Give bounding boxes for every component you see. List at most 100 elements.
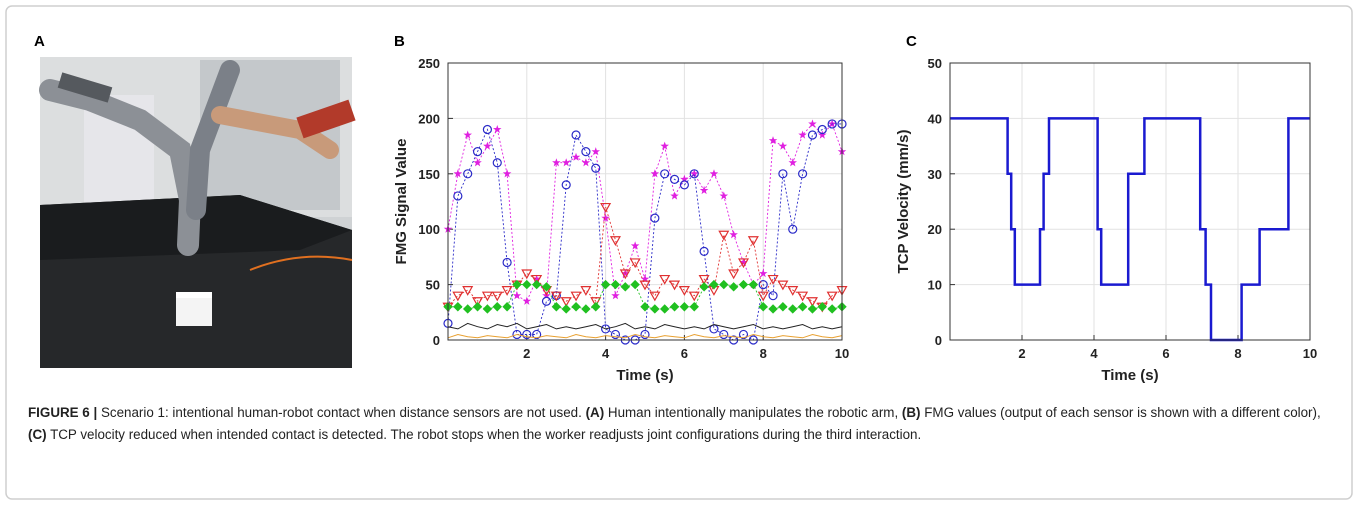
x-tick-label: 10 bbox=[1303, 346, 1317, 361]
point bbox=[591, 302, 601, 312]
y-tick-label: 20 bbox=[928, 222, 942, 237]
point bbox=[758, 269, 768, 278]
point bbox=[669, 302, 680, 312]
point bbox=[650, 169, 660, 178]
point bbox=[797, 169, 808, 179]
point bbox=[807, 130, 818, 140]
figure-border bbox=[5, 5, 1353, 500]
point bbox=[718, 230, 730, 241]
point bbox=[640, 274, 650, 283]
point bbox=[669, 280, 681, 291]
caption-tag: (A) bbox=[585, 405, 605, 420]
point bbox=[472, 147, 483, 157]
point bbox=[817, 302, 828, 312]
x-tick-label: 4 bbox=[602, 346, 610, 361]
point bbox=[669, 174, 680, 184]
point bbox=[571, 130, 581, 140]
point bbox=[650, 213, 660, 223]
point bbox=[660, 169, 670, 179]
plot-frame bbox=[949, 62, 1311, 341]
caption-text: FMG values (output of each sensor is sho… bbox=[924, 405, 1321, 420]
series-line bbox=[447, 123, 842, 341]
caption-tag: (C) bbox=[28, 426, 47, 442]
panel-label: C bbox=[906, 33, 917, 50]
point bbox=[522, 329, 532, 340]
point bbox=[739, 257, 748, 267]
point bbox=[768, 304, 778, 314]
point bbox=[532, 329, 542, 340]
point bbox=[571, 152, 581, 161]
y-tick-label: 40 bbox=[928, 111, 942, 126]
y-axis-label: FMG Signal Value bbox=[393, 139, 410, 265]
y-tick-label: 0 bbox=[935, 333, 942, 348]
point bbox=[719, 329, 729, 340]
point bbox=[561, 180, 571, 190]
point bbox=[531, 274, 543, 285]
point bbox=[778, 141, 788, 150]
point bbox=[650, 304, 660, 314]
point bbox=[678, 286, 690, 296]
point bbox=[581, 147, 591, 157]
point bbox=[453, 191, 463, 201]
point bbox=[502, 302, 512, 312]
point bbox=[482, 304, 493, 314]
series-line bbox=[447, 333, 843, 339]
panel-label: B bbox=[394, 33, 405, 50]
point bbox=[571, 302, 581, 312]
point bbox=[561, 304, 571, 314]
point bbox=[610, 279, 621, 290]
point bbox=[807, 304, 818, 314]
point bbox=[788, 224, 798, 234]
point bbox=[778, 169, 788, 179]
point bbox=[462, 286, 474, 296]
point bbox=[670, 191, 679, 200]
point bbox=[482, 124, 492, 135]
point bbox=[737, 258, 750, 269]
point bbox=[620, 282, 631, 292]
point bbox=[808, 119, 817, 128]
point bbox=[827, 119, 837, 129]
point bbox=[728, 282, 739, 292]
point bbox=[492, 302, 502, 312]
point bbox=[699, 246, 709, 256]
point bbox=[590, 297, 602, 307]
point bbox=[550, 291, 562, 302]
point bbox=[757, 291, 769, 302]
series-line bbox=[950, 117, 1310, 342]
point bbox=[581, 304, 591, 314]
point bbox=[630, 241, 640, 250]
point bbox=[699, 185, 709, 195]
point bbox=[649, 291, 661, 302]
x-tick-label: 4 bbox=[1090, 346, 1098, 361]
point bbox=[611, 291, 620, 300]
point bbox=[747, 236, 759, 247]
y-tick-label: 250 bbox=[418, 56, 440, 71]
point bbox=[492, 158, 502, 168]
point bbox=[659, 304, 670, 314]
point bbox=[788, 304, 798, 314]
point bbox=[561, 158, 571, 167]
point bbox=[798, 130, 807, 139]
point bbox=[512, 329, 522, 340]
point bbox=[679, 180, 690, 190]
point bbox=[806, 297, 818, 307]
point bbox=[630, 279, 640, 290]
point bbox=[541, 282, 552, 292]
x-axis-label: Time (s) bbox=[616, 367, 673, 384]
x-tick-label: 8 bbox=[760, 346, 767, 361]
panel-label: A bbox=[34, 33, 45, 50]
point bbox=[591, 163, 601, 173]
point bbox=[728, 269, 740, 280]
point bbox=[600, 324, 611, 334]
y-tick-label: 0 bbox=[433, 333, 440, 348]
caption-tag: (B) bbox=[901, 405, 921, 420]
point bbox=[818, 130, 827, 139]
point bbox=[491, 291, 503, 302]
point bbox=[551, 302, 562, 312]
point bbox=[787, 286, 799, 296]
point bbox=[570, 291, 582, 302]
point bbox=[689, 302, 699, 312]
point bbox=[629, 258, 641, 269]
point bbox=[501, 286, 513, 296]
